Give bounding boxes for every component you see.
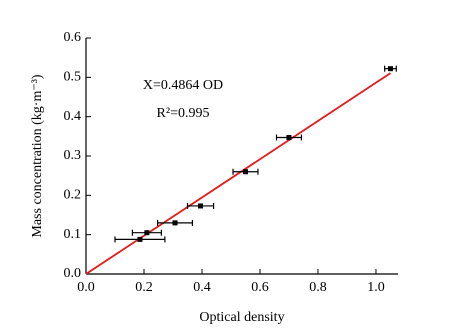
- y-tick-label: 0.0: [64, 266, 82, 281]
- point: [198, 203, 204, 209]
- y-tick-label: 0.5: [64, 70, 82, 85]
- x-tick-label: 0.6: [251, 280, 269, 295]
- point: [286, 135, 292, 141]
- y-tick-label: 0.4: [64, 109, 82, 124]
- x-tick-label: 0.0: [77, 280, 95, 295]
- y-tick-label: 0.1: [64, 227, 82, 242]
- x-axis-title: Optical density: [199, 310, 284, 325]
- annotation: R²=0.995: [157, 106, 210, 121]
- point: [172, 220, 178, 226]
- x-tick-label: 0.2: [135, 280, 153, 295]
- x-tick-label: 0.4: [193, 280, 211, 295]
- point: [144, 230, 150, 236]
- fit-line: [85, 72, 391, 275]
- point: [137, 236, 143, 242]
- y-tick-label: 0.6: [64, 30, 82, 45]
- point: [387, 66, 393, 72]
- point: [242, 169, 248, 175]
- x-tick-label: 1.0: [367, 280, 385, 295]
- x-tick-label: 0.8: [309, 280, 327, 295]
- annotation: X=0.4864 OD: [143, 78, 223, 93]
- y-tick-label: 0.3: [64, 148, 82, 163]
- y-tick-label: 0.2: [64, 188, 82, 203]
- y-axis-title: Mass concentration (kg·m⁻³): [30, 74, 45, 238]
